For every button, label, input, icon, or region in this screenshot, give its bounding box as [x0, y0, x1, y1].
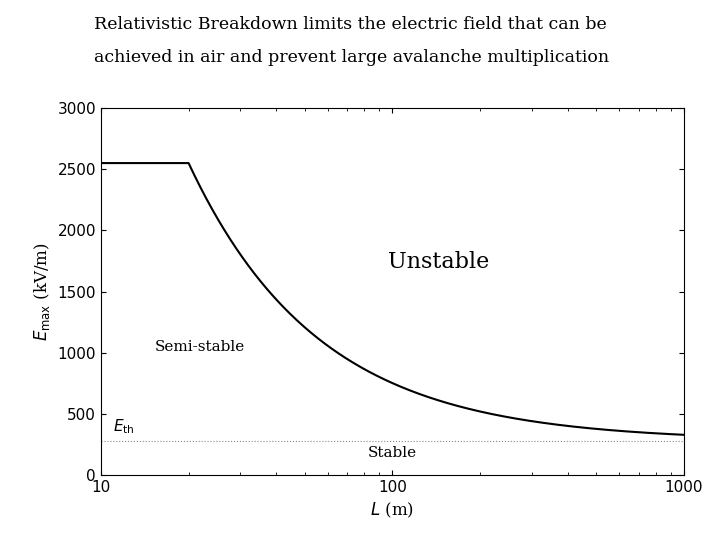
Text: achieved in air and prevent large avalanche multiplication: achieved in air and prevent large avalan…	[94, 49, 608, 65]
Text: Semi-stable: Semi-stable	[155, 340, 245, 354]
X-axis label: $L$ (m): $L$ (m)	[370, 501, 415, 520]
Text: Unstable: Unstable	[388, 251, 490, 273]
Text: Stable: Stable	[368, 446, 417, 460]
Text: Relativistic Breakdown limits the electric field that can be: Relativistic Breakdown limits the electr…	[94, 16, 606, 33]
Y-axis label: $E_{\mathrm{max}}$ (kV/m): $E_{\mathrm{max}}$ (kV/m)	[32, 242, 52, 341]
Text: $E_{\mathrm{th}}$: $E_{\mathrm{th}}$	[113, 417, 135, 436]
